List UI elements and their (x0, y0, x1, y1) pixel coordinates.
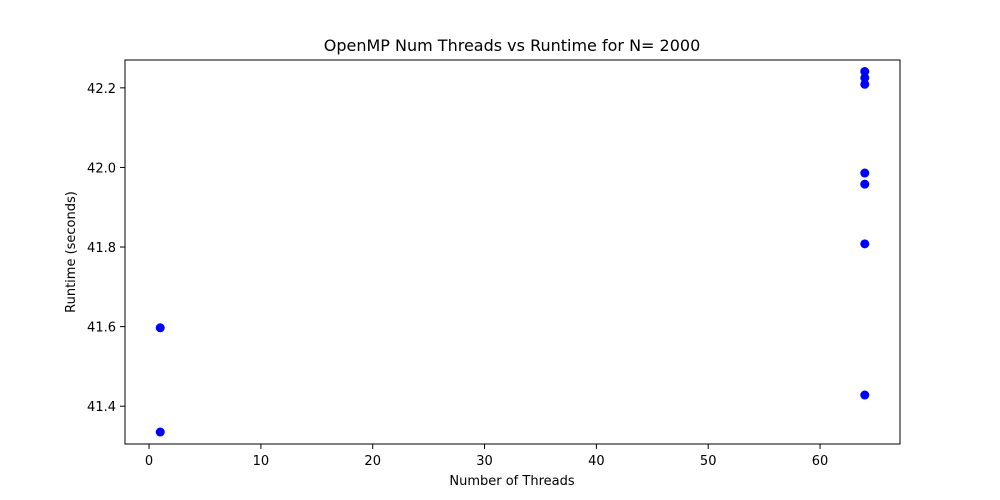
x-tick-label: 30 (476, 454, 493, 469)
data-point (860, 168, 870, 178)
chart-title: OpenMP Num Threads vs Runtime for N= 200… (324, 36, 701, 55)
data-point (155, 323, 165, 333)
x-tick-label: 40 (588, 454, 605, 469)
x-tick-label: 50 (700, 454, 717, 469)
x-axis-label: Number of Threads (449, 474, 574, 489)
y-tick-label: 41.4 (87, 400, 116, 415)
data-point (860, 239, 870, 249)
y-tick-label: 42.2 (87, 82, 116, 97)
data-point (860, 67, 870, 77)
x-tick-label: 20 (364, 454, 381, 469)
x-tick-label: 0 (145, 454, 153, 469)
y-tick-label: 42.0 (87, 161, 116, 176)
plot-area-frame (124, 59, 901, 445)
data-point (860, 79, 870, 89)
y-axis-label: Runtime (seconds) (64, 191, 79, 313)
data-points (155, 67, 870, 437)
data-point (860, 73, 870, 83)
y-axis-ticks: 41.4 41.6 41.8 42.0 42.2 (87, 82, 125, 415)
data-point (155, 427, 165, 437)
y-tick-label: 41.6 (87, 321, 116, 336)
x-tick-label: 10 (253, 454, 270, 469)
data-point (860, 390, 870, 400)
x-tick-label: 60 (812, 454, 829, 469)
x-axis-ticks: 0 10 20 30 40 50 60 (145, 444, 828, 469)
y-tick-label: 41.8 (87, 241, 116, 256)
data-point (860, 179, 870, 189)
